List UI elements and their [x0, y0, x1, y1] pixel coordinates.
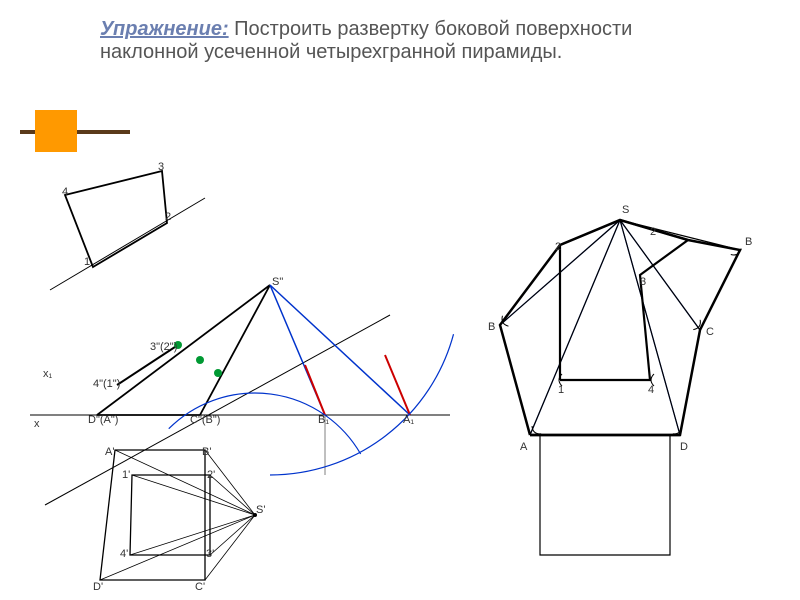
- svg-text:2': 2': [207, 469, 215, 481]
- svg-text:B: B: [745, 236, 752, 248]
- svg-text:S: S: [622, 204, 629, 216]
- svg-text:2: 2: [165, 211, 171, 223]
- svg-text:C': C': [195, 581, 205, 593]
- svg-text:B': B': [202, 446, 211, 458]
- right-diagram: 1 3 4 S A D B B C 2 2: [488, 204, 752, 555]
- svg-text:2: 2: [555, 241, 561, 253]
- svg-text:A': A': [105, 446, 114, 458]
- svg-text:D"(A"): D"(A"): [88, 414, 118, 426]
- svg-text:A₁: A₁: [403, 414, 414, 426]
- svg-text:C"(B"): C"(B"): [190, 414, 220, 426]
- svg-text:1: 1: [558, 384, 564, 396]
- svg-text:4: 4: [648, 384, 654, 396]
- svg-text:3: 3: [158, 161, 164, 173]
- svg-text:1': 1': [122, 469, 130, 481]
- svg-text:3"(2"): 3"(2"): [150, 341, 177, 353]
- svg-text:2: 2: [650, 226, 656, 238]
- svg-text:4: 4: [62, 186, 68, 198]
- svg-text:D': D': [93, 581, 103, 593]
- svg-text:B: B: [488, 321, 495, 333]
- left-diagram: x x₁ S" D"(A") C"(B") B₁ A₁ 3"(2") 4"(1") 4 3 2 1 A' B…: [30, 161, 454, 593]
- svg-text:4"(1"): 4"(1"): [93, 378, 120, 390]
- svg-text:4': 4': [120, 548, 128, 560]
- svg-text:C: C: [706, 326, 714, 338]
- diagram-svg: x x₁ S" D"(A") C"(B") B₁ A₁ 3"(2") 4"(1") 4 3 2 1 A' B…: [0, 0, 800, 600]
- svg-text:1: 1: [84, 256, 90, 268]
- svg-text:D: D: [680, 441, 688, 453]
- svg-text:x₁: x₁: [43, 368, 53, 380]
- svg-text:x: x: [34, 418, 40, 430]
- svg-text:S": S": [272, 276, 283, 288]
- svg-text:3: 3: [640, 276, 646, 288]
- svg-text:B₁: B₁: [318, 414, 329, 426]
- svg-text:A: A: [520, 441, 528, 453]
- svg-text:S': S': [256, 504, 265, 516]
- svg-text:3': 3': [206, 548, 214, 560]
